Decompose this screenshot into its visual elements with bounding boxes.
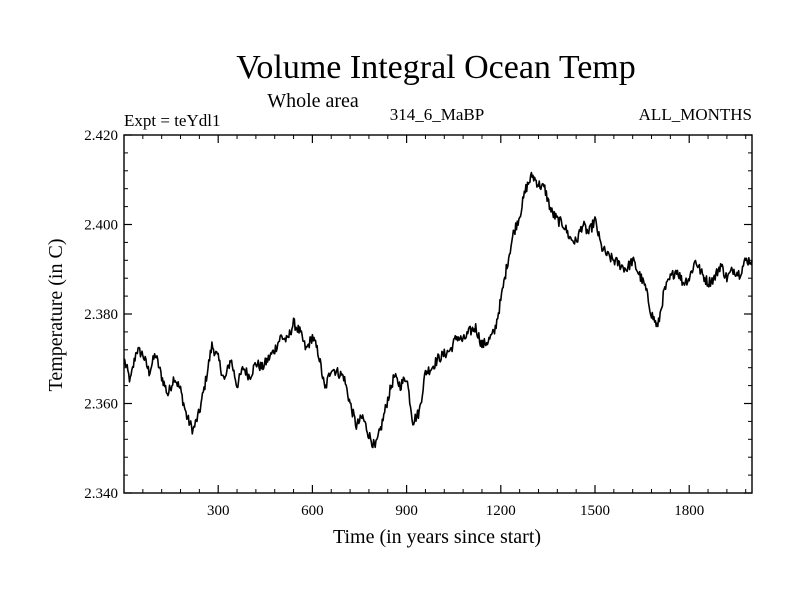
plot-frame xyxy=(123,134,753,494)
x-axis-label: Time (in years since start) xyxy=(333,526,541,548)
x-tick-label: 1200 xyxy=(486,503,516,519)
y-tick-label: 2.380 xyxy=(84,307,118,323)
chart-subtitle: Whole area xyxy=(267,90,359,112)
x-tick-label: 900 xyxy=(395,503,418,519)
right-string: ALL_MONTHS xyxy=(639,105,752,124)
series-line xyxy=(123,171,753,449)
x-tick-label: 1500 xyxy=(580,503,610,519)
x-tick-label: 1800 xyxy=(674,503,704,519)
y-tick-label: 2.340 xyxy=(84,486,118,502)
x-tick-label: 600 xyxy=(301,503,324,519)
y-axis-label: Temperature (in C) xyxy=(45,239,67,392)
x-tick-label: 300 xyxy=(207,503,230,519)
plot-area: 300 600 900 1200 1500 1800 2.340 2.360 2.380 2.40… xyxy=(84,128,753,519)
y-tick-label: 2.400 xyxy=(84,218,118,234)
y-tick-label: 2.360 xyxy=(84,397,118,413)
y-tick-label: 2.420 xyxy=(84,128,118,144)
left-string: Expt = teYdl1 xyxy=(124,111,220,130)
center-string: 314_6_MaBP xyxy=(390,105,484,124)
chart-title: Volume Integral Ocean Temp xyxy=(236,49,636,86)
